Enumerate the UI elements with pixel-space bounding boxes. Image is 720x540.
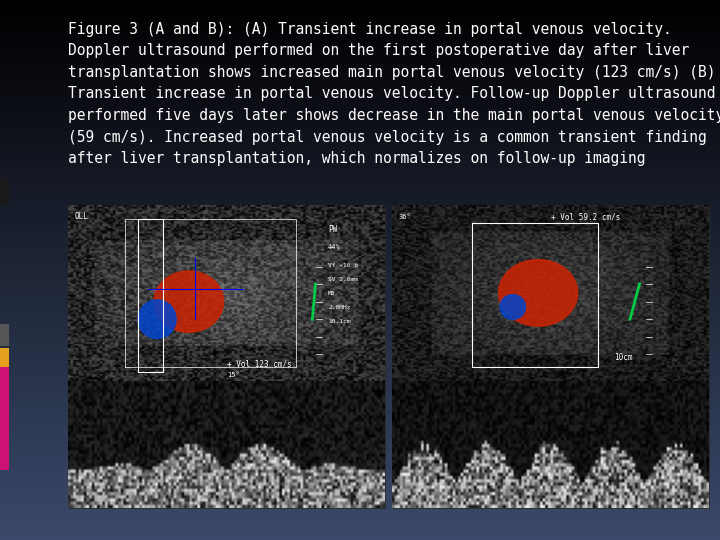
Text: + Vol 123 cm/s: + Vol 123 cm/s bbox=[227, 360, 292, 369]
Text: 15°: 15° bbox=[227, 372, 240, 378]
Ellipse shape bbox=[138, 300, 176, 339]
Text: OLL: OLL bbox=[75, 212, 89, 221]
Ellipse shape bbox=[498, 260, 577, 326]
Bar bbox=[0, 367, 9, 470]
Text: M3: M3 bbox=[328, 291, 336, 295]
Bar bbox=[0, 178, 9, 205]
Ellipse shape bbox=[154, 271, 224, 332]
Text: SV 2.0mm: SV 2.0mm bbox=[328, 276, 358, 282]
Text: PW: PW bbox=[328, 225, 338, 233]
Ellipse shape bbox=[500, 295, 526, 319]
Bar bbox=[0, 348, 9, 367]
Bar bbox=[392, 205, 709, 508]
Text: 44%: 44% bbox=[328, 244, 341, 250]
Text: 2.0MHz: 2.0MHz bbox=[328, 305, 351, 309]
Text: A: A bbox=[72, 486, 84, 505]
Text: 36°: 36° bbox=[399, 214, 412, 220]
Text: B: B bbox=[396, 486, 408, 505]
Text: 10.1cm: 10.1cm bbox=[328, 319, 351, 323]
Text: 0.6sec: 0.6sec bbox=[342, 496, 372, 505]
Text: Figure 3 (A and B): (A) Transient increase in portal venous velocity.
Doppler ul: Figure 3 (A and B): (A) Transient increa… bbox=[68, 22, 720, 166]
Text: 10cm: 10cm bbox=[614, 353, 633, 362]
Text: Vf +10 b: Vf +10 b bbox=[328, 262, 358, 268]
Text: MPV: MPV bbox=[140, 496, 156, 505]
Text: MPV 1.0: MPV 1.0 bbox=[428, 496, 464, 505]
Bar bbox=[0, 324, 9, 346]
Bar bbox=[68, 205, 385, 508]
Text: + Vol 59.2 cm/s: + Vol 59.2 cm/s bbox=[551, 212, 620, 221]
